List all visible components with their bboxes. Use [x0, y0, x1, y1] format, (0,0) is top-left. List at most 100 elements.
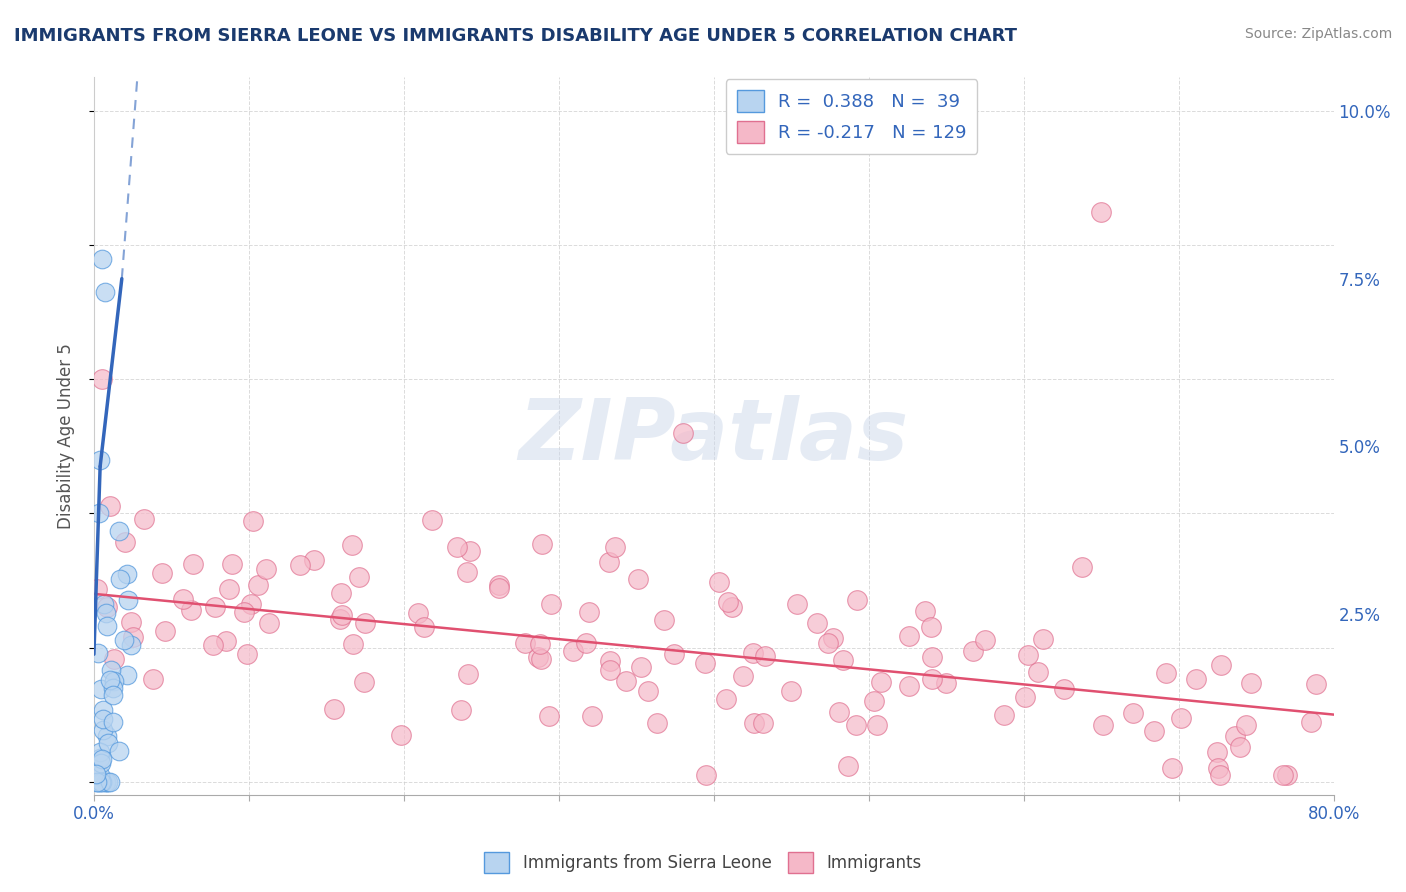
Point [1017, 648, 1039, 662]
Point [103, 674, 125, 689]
Point [599, 663, 621, 677]
Point [91, 712, 114, 726]
Point [86, 582, 108, 597]
Point [323, 701, 346, 715]
Y-axis label: Disability Age Under 5: Disability Age Under 5 [58, 343, 75, 529]
Point [898, 679, 921, 693]
Point [780, 684, 803, 698]
Point [86, 766, 108, 780]
Point [115, 567, 138, 582]
Point [630, 660, 652, 674]
Point [513, 636, 536, 650]
Point [1206, 745, 1229, 759]
Point [962, 644, 984, 658]
Point [96, 729, 118, 743]
Point [1240, 676, 1263, 690]
Point [94, 607, 117, 621]
Point [707, 575, 730, 590]
Point [246, 578, 269, 592]
Point [598, 556, 620, 570]
Point [101, 681, 124, 695]
Point [180, 603, 202, 617]
Point [114, 633, 136, 648]
Point [1091, 718, 1114, 732]
Point [142, 672, 165, 686]
Point [1143, 724, 1166, 739]
Point [652, 613, 675, 627]
Point [153, 624, 176, 639]
Point [122, 630, 145, 644]
Point [90, 774, 112, 789]
Point [232, 605, 254, 619]
Point [86, 774, 108, 789]
Point [1275, 768, 1298, 782]
Point [921, 650, 943, 665]
Point [456, 565, 478, 579]
Point [389, 728, 412, 742]
Point [96, 774, 118, 789]
Point [242, 514, 264, 528]
Point [837, 759, 859, 773]
Point [330, 608, 353, 623]
Point [1032, 632, 1054, 647]
Point [914, 604, 936, 618]
Point [1071, 560, 1094, 574]
Point [637, 684, 659, 698]
Point [90, 252, 112, 266]
Point [538, 709, 561, 723]
Point [1154, 665, 1177, 680]
Point [353, 675, 375, 690]
Point [98, 774, 121, 789]
Point [1211, 657, 1233, 672]
Point [181, 557, 204, 571]
Point [97, 774, 120, 789]
Point [531, 537, 554, 551]
Point [98, 499, 121, 513]
Point [89, 452, 111, 467]
Point [920, 620, 942, 634]
Point [823, 631, 845, 645]
Point [993, 708, 1015, 723]
Point [103, 715, 125, 730]
Point [1014, 690, 1036, 705]
Point [89, 750, 111, 764]
Point [90, 372, 112, 386]
Point [420, 513, 443, 527]
Point [1229, 740, 1251, 755]
Point [215, 634, 238, 648]
Point [605, 540, 627, 554]
Point [935, 676, 957, 690]
Point [645, 715, 668, 730]
Point [96, 619, 118, 633]
Legend: Immigrants from Sierra Leone, Immigrants: Immigrants from Sierra Leone, Immigrants [478, 846, 928, 880]
Point [575, 636, 598, 650]
Point [446, 540, 468, 554]
Point [742, 715, 765, 730]
Point [288, 558, 311, 572]
Point [695, 656, 717, 670]
Point [302, 553, 325, 567]
Point [832, 653, 855, 667]
Point [347, 570, 370, 584]
Point [86, 774, 108, 789]
Point [754, 649, 776, 664]
Point [540, 597, 562, 611]
Point [627, 573, 650, 587]
Point [89, 767, 111, 781]
Point [458, 544, 481, 558]
Point [599, 654, 621, 668]
Point [96, 600, 118, 615]
Point [488, 578, 510, 592]
Point [1305, 677, 1327, 691]
Point [413, 620, 436, 634]
Point [578, 605, 600, 619]
Point [108, 524, 131, 538]
Point [1122, 706, 1144, 720]
Point [87, 646, 110, 660]
Point [329, 585, 352, 599]
Text: Source: ZipAtlas.com: Source: ZipAtlas.com [1244, 27, 1392, 41]
Point [1225, 730, 1247, 744]
Point [733, 669, 755, 683]
Text: ZIPatlas: ZIPatlas [519, 395, 908, 478]
Point [717, 594, 740, 608]
